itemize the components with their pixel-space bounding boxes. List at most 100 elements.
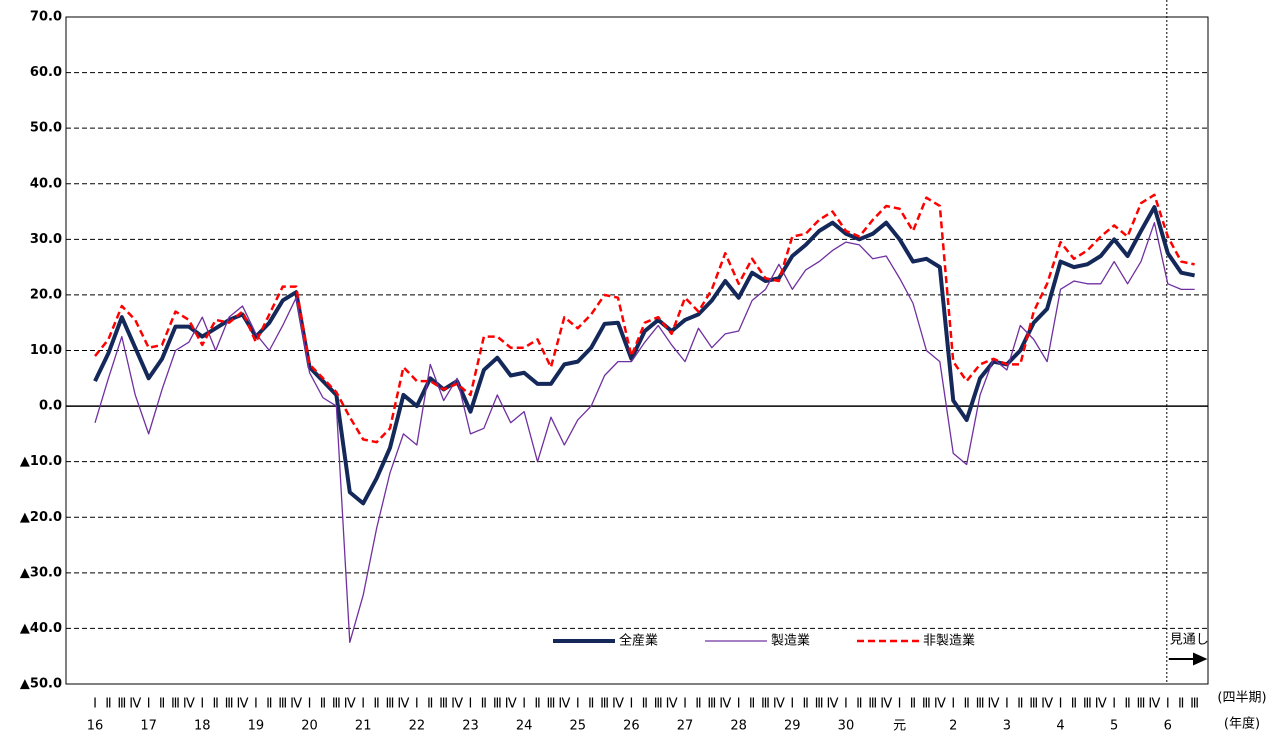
year-label: 4 xyxy=(1056,719,1064,734)
x-tick-label: Ⅱ xyxy=(642,697,648,712)
x-tick-label: Ⅱ xyxy=(910,697,916,712)
x-tick-label: Ⅲ xyxy=(976,697,985,712)
year-label: 24 xyxy=(516,719,533,734)
x-tick-label: Ⅲ xyxy=(1190,697,1199,712)
x-tick-label: Ⅲ xyxy=(922,697,931,712)
x-tick-label: Ⅰ xyxy=(629,697,633,712)
x-tick-label: Ⅳ xyxy=(1148,697,1160,712)
x-tick-label: Ⅱ xyxy=(1017,697,1023,712)
x-tick-label: Ⅰ xyxy=(147,697,151,712)
x-tick-label: Ⅲ xyxy=(815,697,824,712)
series-line xyxy=(94,222,1195,643)
x-tick-label: Ⅳ xyxy=(719,697,731,712)
x-tick-label: Ⅲ xyxy=(493,697,502,712)
series-line xyxy=(93,205,1196,506)
x-tick-label: Ⅲ xyxy=(1083,697,1092,712)
y-tick-label: ▲10.0 xyxy=(20,454,62,469)
x-tick-label: Ⅱ xyxy=(749,697,755,712)
x-tick-label: Ⅳ xyxy=(827,697,839,712)
x-tick-label: Ⅳ xyxy=(1095,697,1107,712)
x-tick-label: Ⅳ xyxy=(397,697,409,712)
x-tick-label: Ⅱ xyxy=(373,697,379,712)
x-tick-label: Ⅲ xyxy=(1136,697,1145,712)
x-tick-label: Ⅲ xyxy=(868,697,877,712)
x-tick-label: Ⅳ xyxy=(183,697,195,712)
x-tick-label: Ⅰ xyxy=(308,697,312,712)
annotation: 見通し xyxy=(1170,633,1209,648)
year-label: 16 xyxy=(87,719,104,734)
y-tick-label: 10.0 xyxy=(30,343,62,358)
x-tick-label: Ⅲ xyxy=(278,697,287,712)
legend-label: 非製造業 xyxy=(923,633,975,649)
legend-label: 全産業 xyxy=(619,633,658,649)
x-tick-label: Ⅲ xyxy=(546,697,555,712)
year-label: 2 xyxy=(949,719,957,734)
y-tick-label: 20.0 xyxy=(30,287,62,302)
x-tick-label: Ⅰ xyxy=(469,697,473,712)
year-label: 28 xyxy=(730,719,747,734)
x-tick-label: Ⅱ xyxy=(695,697,701,712)
x-tick-label: Ⅰ xyxy=(1059,697,1063,712)
x-tick-label: Ⅳ xyxy=(237,697,249,712)
x-tick-label: Ⅱ xyxy=(856,697,862,712)
x-tick-label: Ⅰ xyxy=(951,697,955,712)
x-tick-label: Ⅰ xyxy=(200,697,204,712)
x-tick-label: Ⅱ xyxy=(1178,697,1184,712)
x-tick-label: Ⅱ xyxy=(105,697,111,712)
x-tick-label: Ⅰ xyxy=(1166,697,1170,712)
year-label: 20 xyxy=(301,719,318,734)
x-tick-label: Ⅰ xyxy=(522,697,526,712)
x-tick-label: Ⅱ xyxy=(1124,697,1130,712)
year-label: 30 xyxy=(838,719,855,734)
x-tick-label: Ⅰ xyxy=(683,697,687,712)
year-label: 17 xyxy=(140,719,157,734)
annotation-arrow xyxy=(1168,652,1208,666)
x-tick-label: Ⅳ xyxy=(1041,697,1053,712)
x-tick-label: Ⅳ xyxy=(612,697,624,712)
x-tick-label: Ⅳ xyxy=(773,697,785,712)
x-tick-label: Ⅳ xyxy=(290,697,302,712)
y-tick-label: ▲20.0 xyxy=(20,510,62,525)
x-tick-label: Ⅳ xyxy=(505,697,517,712)
x-tick-label: Ⅲ xyxy=(386,697,395,712)
x-tick-label: Ⅰ xyxy=(844,697,848,712)
year-label: 29 xyxy=(784,719,801,734)
x-tick-label: Ⅳ xyxy=(558,697,570,712)
x-tick-label: Ⅲ xyxy=(171,697,180,712)
x-tick-label: Ⅰ xyxy=(898,697,902,712)
year-label: 26 xyxy=(623,719,640,734)
series-line xyxy=(94,193,1195,444)
x-tick-label: Ⅰ xyxy=(415,697,419,712)
x-tick-label: Ⅱ xyxy=(159,697,165,712)
x-tick-label: Ⅳ xyxy=(934,697,946,712)
x-tick-label: Ⅱ xyxy=(212,697,218,712)
x-tick-label: Ⅳ xyxy=(451,697,463,712)
x-tick-label: Ⅳ xyxy=(344,697,356,712)
y-tick-label: 70.0 xyxy=(30,10,62,25)
y-tick-label: ▲40.0 xyxy=(20,621,62,636)
year-label: 22 xyxy=(409,719,426,734)
year-label: 21 xyxy=(355,719,372,734)
x-tick-label: Ⅲ xyxy=(117,697,126,712)
x-tick-label: Ⅱ xyxy=(534,697,540,712)
y-tick-label: ▲30.0 xyxy=(20,565,62,580)
x-tick-label: Ⅳ xyxy=(880,697,892,712)
x-tick-label: Ⅱ xyxy=(963,697,969,712)
x-tick-label: Ⅱ xyxy=(803,697,809,712)
y-tick-label: 40.0 xyxy=(30,176,62,191)
x-tick-label: Ⅰ xyxy=(93,697,97,712)
x-tick-label: Ⅰ xyxy=(1005,697,1009,712)
x-tick-label: Ⅱ xyxy=(481,697,487,712)
x-tick-label: Ⅲ xyxy=(761,697,770,712)
y-tick-label: 60.0 xyxy=(30,65,62,80)
x-axis-label: (四半期) xyxy=(1217,691,1266,706)
x-tick-label: Ⅳ xyxy=(666,697,678,712)
x-tick-label: Ⅲ xyxy=(1029,697,1038,712)
x-axis-label: (年度) xyxy=(1224,716,1260,732)
year-label: 27 xyxy=(677,719,694,734)
y-tick-label: 30.0 xyxy=(30,232,62,247)
x-tick-label: Ⅰ xyxy=(254,697,258,712)
x-tick-label: Ⅰ xyxy=(1112,697,1116,712)
year-label: 18 xyxy=(194,719,211,734)
